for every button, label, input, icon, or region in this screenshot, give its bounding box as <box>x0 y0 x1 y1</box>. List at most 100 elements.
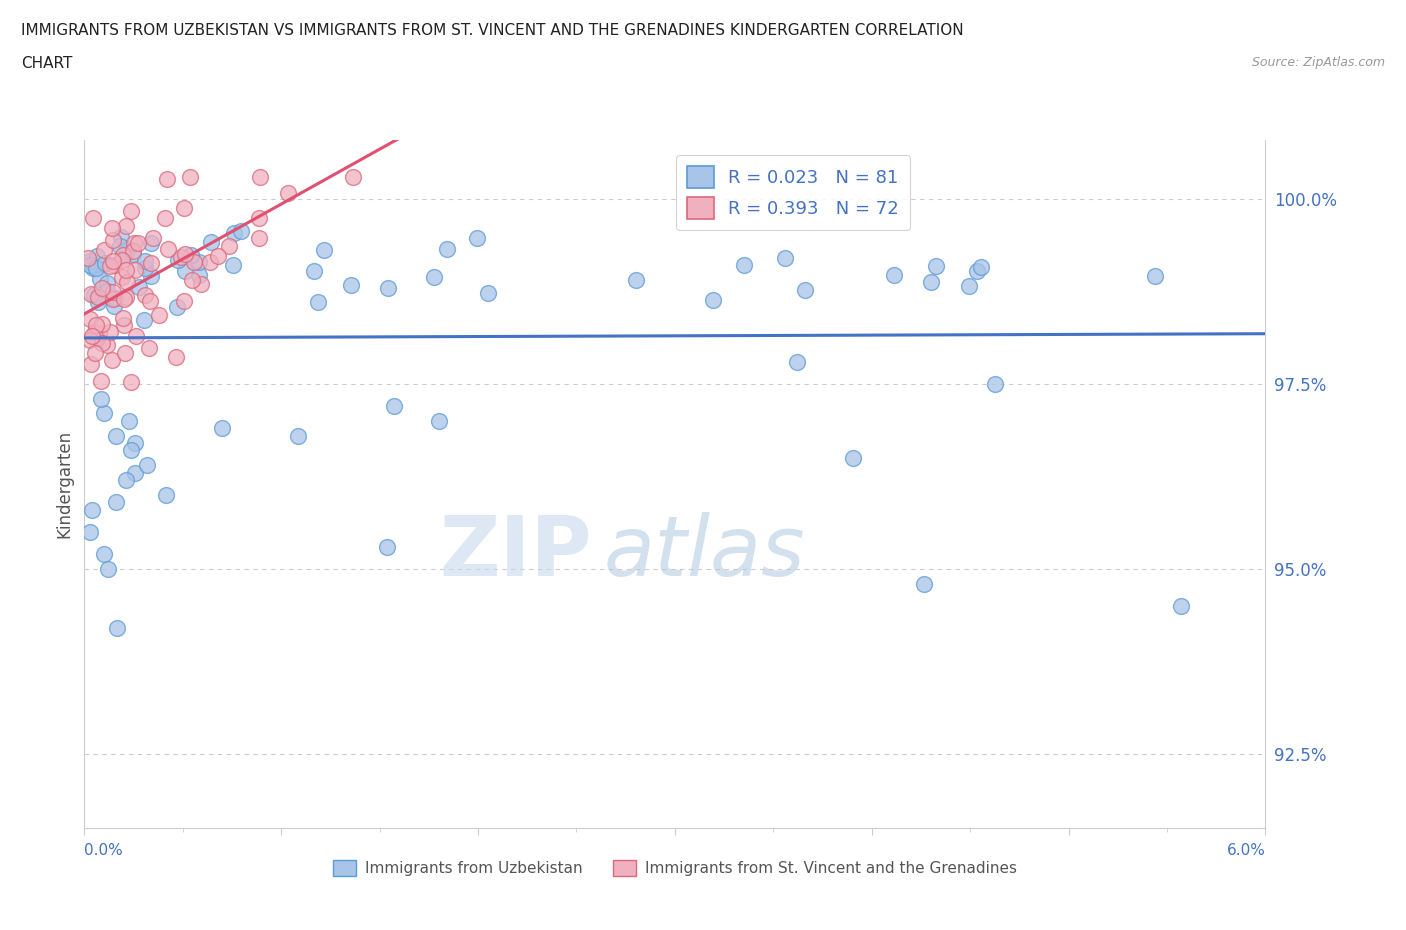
Point <box>105 620 128 635</box>
Point <box>249 169 271 184</box>
Point <box>96 338 118 352</box>
Point <box>165 350 187 365</box>
Point <box>342 169 364 184</box>
Point <box>134 287 156 302</box>
Legend: Immigrants from Uzbekistan, Immigrants from St. Vincent and the Grenadines: Immigrants from Uzbekistan, Immigrants f… <box>326 854 1024 882</box>
Point <box>115 219 138 233</box>
Point <box>103 258 125 272</box>
Point <box>224 226 246 241</box>
Point <box>122 244 145 259</box>
Point <box>103 299 125 313</box>
Point <box>79 332 101 347</box>
Point <box>134 253 156 268</box>
Point <box>190 276 212 291</box>
Point <box>86 248 108 263</box>
Point <box>794 283 817 298</box>
Point <box>112 317 135 332</box>
Point <box>105 495 128 510</box>
Point <box>173 200 195 215</box>
Point <box>79 254 101 269</box>
Point <box>124 263 146 278</box>
Point <box>122 246 145 261</box>
Point <box>90 281 112 296</box>
Point <box>83 287 105 302</box>
Point <box>111 270 134 285</box>
Point <box>114 346 136 361</box>
Point <box>115 472 138 487</box>
Point <box>87 326 110 340</box>
Point <box>112 311 135 325</box>
Point <box>173 294 195 309</box>
Point <box>1170 598 1192 613</box>
Text: IMMIGRANTS FROM UZBEKISTAN VS IMMIGRANTS FROM ST. VINCENT AND THE GRENADINES KIN: IMMIGRANTS FROM UZBEKISTAN VS IMMIGRANTS… <box>21 23 963 38</box>
Point <box>111 248 134 263</box>
Point <box>93 547 115 562</box>
Point <box>883 268 905 283</box>
Point <box>183 255 205 270</box>
Point <box>153 210 176 225</box>
Point <box>1143 269 1166 284</box>
Point <box>112 292 135 307</box>
Point <box>93 405 115 420</box>
Point <box>136 458 159 472</box>
Point <box>118 413 141 428</box>
Point <box>382 398 405 413</box>
Point <box>79 286 101 301</box>
Point <box>101 285 124 299</box>
Point <box>174 263 197 278</box>
Point <box>222 258 245 272</box>
Point <box>91 336 114 351</box>
Point <box>138 340 160 355</box>
Point <box>127 235 149 250</box>
Point <box>124 235 146 250</box>
Point <box>733 258 755 272</box>
Point <box>104 428 127 443</box>
Point <box>104 290 127 305</box>
Point <box>82 260 104 275</box>
Text: atlas: atlas <box>605 512 806 593</box>
Point <box>110 230 132 245</box>
Point <box>180 247 202 262</box>
Point <box>82 502 104 517</box>
Point <box>970 260 993 275</box>
Point <box>200 235 222 250</box>
Point <box>155 487 177 502</box>
Point <box>229 224 252 239</box>
Point <box>188 255 211 270</box>
Point <box>436 242 458 257</box>
Point <box>174 247 197 262</box>
Point <box>84 260 107 275</box>
Point <box>101 221 124 236</box>
Text: 0.0%: 0.0% <box>84 844 124 858</box>
Point <box>120 374 142 389</box>
Point <box>124 465 146 480</box>
Point <box>422 270 444 285</box>
Point <box>79 312 101 326</box>
Point <box>925 259 948 273</box>
Point <box>166 252 188 267</box>
Point <box>156 242 179 257</box>
Point <box>912 576 935 591</box>
Point <box>277 186 299 201</box>
Point <box>702 292 724 307</box>
Point <box>465 231 488 246</box>
Point <box>314 243 336 258</box>
Point <box>377 280 399 295</box>
Text: Source: ZipAtlas.com: Source: ZipAtlas.com <box>1251 56 1385 69</box>
Point <box>775 250 797 265</box>
Point <box>115 263 138 278</box>
Point <box>966 263 988 278</box>
Point <box>101 254 124 269</box>
Point <box>93 243 115 258</box>
Point <box>108 239 131 254</box>
Point <box>302 264 325 279</box>
Point <box>86 290 108 305</box>
Point <box>77 251 100 266</box>
Point <box>125 329 148 344</box>
Point <box>101 292 124 307</box>
Point <box>139 293 162 308</box>
Point <box>287 428 309 443</box>
Point <box>80 356 103 371</box>
Text: ZIP: ZIP <box>440 512 592 593</box>
Point <box>90 391 112 405</box>
